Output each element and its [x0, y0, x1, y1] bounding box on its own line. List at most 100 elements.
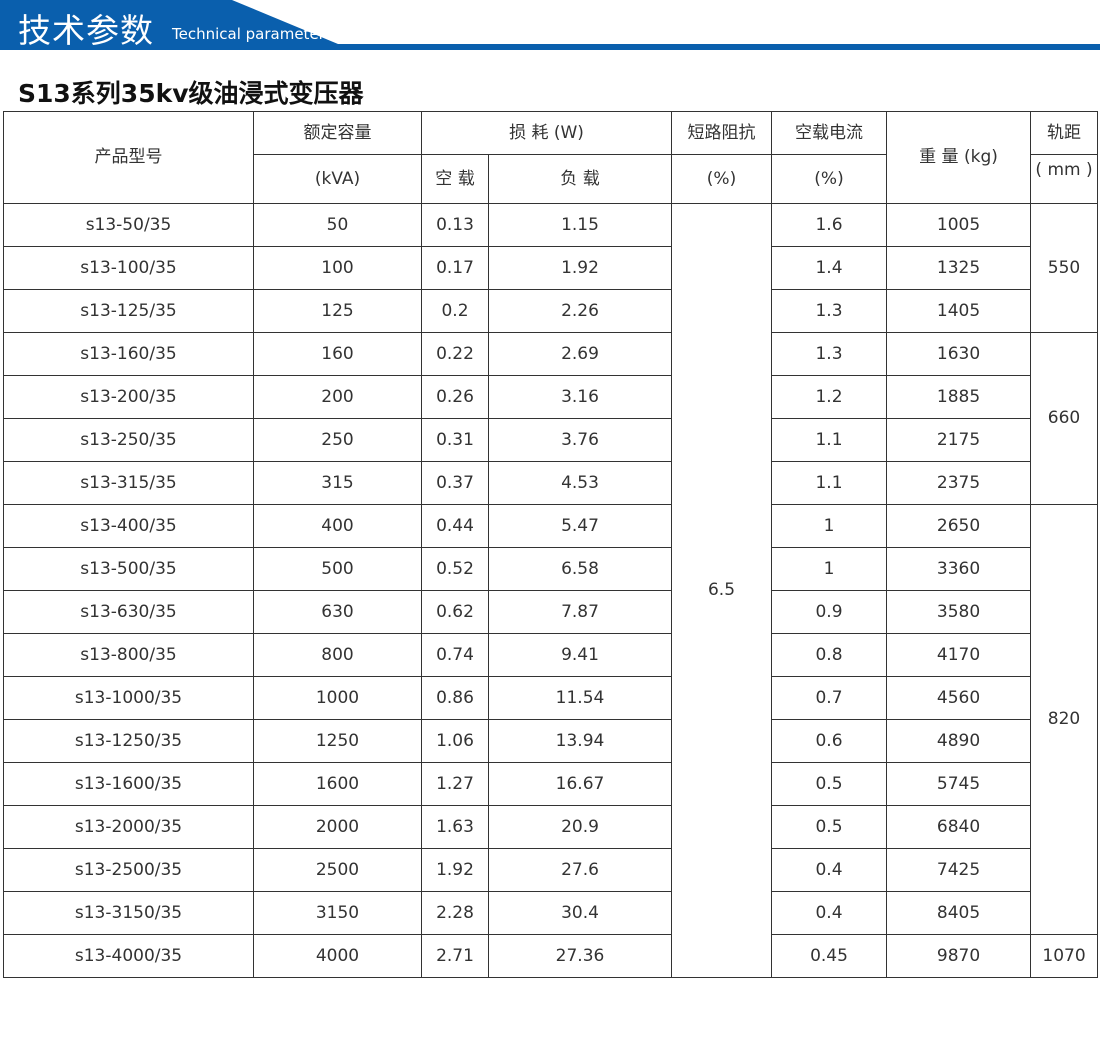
model-cell: s13-250/35 [3, 418, 254, 462]
no-load-cell: 1.63 [421, 805, 489, 849]
weight-cell: 4890 [886, 719, 1032, 763]
capacity-cell: 3150 [253, 891, 422, 935]
banner-shape [0, 0, 1100, 50]
model-cell: s13-100/35 [3, 246, 254, 290]
table-row: s13-630/35 630 0.62 7.87 0.9 3580 [3, 590, 1098, 634]
capacity-cell: 2000 [253, 805, 422, 849]
table-row: s13-250/35 250 0.31 3.76 1.1 2175 [3, 418, 1098, 462]
weight-cell: 2375 [886, 461, 1032, 505]
current-cell: 1.1 [771, 461, 888, 505]
capacity-cell: 315 [253, 461, 422, 505]
current-cell: 1.1 [771, 418, 888, 462]
capacity-cell: 400 [253, 504, 422, 548]
table-row: s13-1250/35 1250 1.06 13.94 0.6 4890 [3, 719, 1098, 763]
model-cell: s13-1600/35 [3, 762, 254, 806]
header-capacity: 额定容量 [253, 111, 422, 155]
load-cell: 9.41 [487, 633, 673, 677]
model-cell: s13-160/35 [3, 332, 254, 376]
load-cell: 30.4 [487, 891, 673, 935]
capacity-cell: 125 [253, 289, 422, 333]
table-row: s13-2000/35 2000 1.63 20.9 0.5 6840 [3, 805, 1098, 849]
gauge-cell: 660 [1030, 332, 1099, 505]
capacity-cell: 50 [253, 203, 422, 247]
header-capacity-unit: (kVA) [253, 154, 422, 204]
header-current-unit: (%) [771, 154, 888, 204]
table-row: s13-400/35 400 0.44 5.47 1 2650 820 [3, 504, 1099, 935]
current-cell: 0.9 [771, 590, 888, 634]
no-load-cell: 0.2 [421, 289, 489, 333]
capacity-cell: 630 [253, 590, 422, 634]
load-cell: 3.16 [487, 375, 673, 419]
table-row: s13-1000/35 1000 0.86 11.54 0.7 4560 [3, 676, 1098, 720]
table-row: s13-315/35 315 0.37 4.53 1.1 2375 [3, 461, 1098, 505]
load-cell: 2.69 [487, 332, 673, 376]
model-cell: s13-1000/35 [3, 676, 254, 720]
current-cell: 0.5 [771, 805, 888, 849]
table-row: s13-100/35 100 0.17 1.92 1.4 1325 [3, 246, 1098, 290]
no-load-cell: 2.28 [421, 891, 489, 935]
header-weight: 重 量 (kg) [886, 111, 1032, 204]
capacity-cell: 1000 [253, 676, 422, 720]
load-cell: 1.15 [487, 203, 673, 247]
header-current: 空载电流 [771, 111, 888, 155]
no-load-cell: 0.52 [421, 547, 489, 591]
table-row: s13-2500/35 2500 1.92 27.6 0.4 7425 [3, 848, 1098, 892]
table-row: s13-1600/35 1600 1.27 16.67 0.5 5745 [3, 762, 1098, 806]
no-load-cell: 0.74 [421, 633, 489, 677]
weight-cell: 5745 [886, 762, 1032, 806]
model-cell: s13-4000/35 [3, 934, 254, 978]
capacity-cell: 200 [253, 375, 422, 419]
model-cell: s13-500/35 [3, 547, 254, 591]
weight-cell: 8405 [886, 891, 1032, 935]
current-cell: 1.3 [771, 332, 888, 376]
no-load-cell: 0.37 [421, 461, 489, 505]
weight-cell: 9870 [886, 934, 1032, 978]
weight-cell: 2175 [886, 418, 1032, 462]
current-cell: 1.3 [771, 289, 888, 333]
weight-cell: 4560 [886, 676, 1032, 720]
load-cell: 27.6 [487, 848, 673, 892]
load-cell: 2.26 [487, 289, 673, 333]
weight-cell: 2650 [886, 504, 1032, 548]
load-cell: 13.94 [487, 719, 673, 763]
no-load-cell: 0.26 [421, 375, 489, 419]
capacity-cell: 160 [253, 332, 422, 376]
model-cell: s13-3150/35 [3, 891, 254, 935]
model-cell: s13-1250/35 [3, 719, 254, 763]
capacity-cell: 2500 [253, 848, 422, 892]
no-load-cell: 0.17 [421, 246, 489, 290]
model-cell: s13-630/35 [3, 590, 254, 634]
no-load-cell: 1.27 [421, 762, 489, 806]
current-cell: 0.5 [771, 762, 888, 806]
load-cell: 11.54 [487, 676, 673, 720]
current-cell: 0.8 [771, 633, 888, 677]
gauge-cell: 820 [1030, 504, 1099, 935]
load-cell: 4.53 [487, 461, 673, 505]
current-cell: 1 [771, 504, 888, 548]
capacity-cell: 500 [253, 547, 422, 591]
load-cell: 3.76 [487, 418, 673, 462]
no-load-cell: 2.71 [421, 934, 489, 978]
table-row: s13-160/35 160 0.22 2.69 1.3 1630 660 [3, 332, 1099, 505]
load-cell: 1.92 [487, 246, 673, 290]
table-row: s13-4000/35 4000 2.71 27.36 0.45 9870 1070 [3, 934, 1099, 978]
header-gauge-unit: ( mm ) [1030, 154, 1099, 204]
current-cell: 0.4 [771, 891, 888, 935]
load-cell: 6.58 [487, 547, 673, 591]
load-cell: 5.47 [487, 504, 673, 548]
header-loss: 损 耗 (W) [420, 111, 673, 155]
banner-subtitle: Technical parameter [172, 25, 325, 43]
current-cell: 1.2 [771, 375, 888, 419]
model-cell: s13-125/35 [3, 289, 254, 333]
model-cell: s13-2500/35 [3, 848, 254, 892]
no-load-cell: 0.31 [421, 418, 489, 462]
model-cell: s13-800/35 [3, 633, 254, 677]
capacity-cell: 4000 [253, 934, 422, 978]
header-load: 负 载 [487, 154, 673, 204]
load-cell: 16.67 [487, 762, 673, 806]
capacity-cell: 100 [253, 246, 422, 290]
weight-cell: 1325 [886, 246, 1032, 290]
gauge-cell: 1070 [1030, 934, 1099, 978]
current-cell: 0.7 [771, 676, 888, 720]
model-cell: s13-50/35 [3, 203, 254, 247]
